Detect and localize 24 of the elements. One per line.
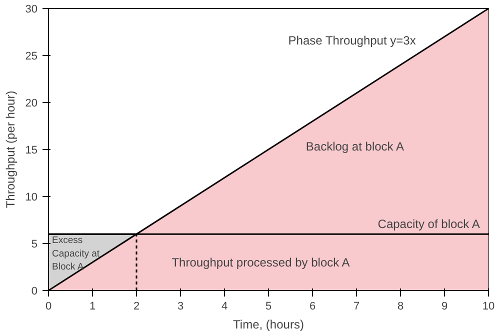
y-tick-label: 20 xyxy=(25,98,38,110)
x-axis-title: Time, (hours) xyxy=(233,318,304,332)
y-tick-label: 5 xyxy=(31,238,38,250)
annotation: Throughput processed by block A xyxy=(172,255,350,270)
y-tick-label: 0 xyxy=(31,286,38,298)
annotation: Phase Throughput y=3x xyxy=(288,33,416,48)
x-tick-label: 9 xyxy=(441,300,448,312)
x-tick-label: 6 xyxy=(309,300,316,312)
x-tick-label: 2 xyxy=(133,300,140,312)
x-tick-label: 4 xyxy=(221,300,228,312)
y-tick-label: 25 xyxy=(25,50,38,62)
x-tick-label: 8 xyxy=(397,300,404,312)
x-tick-label: 10 xyxy=(482,300,495,312)
x-tick-label: 1 xyxy=(89,300,96,312)
y-tick-label: 30 xyxy=(25,4,38,16)
x-tick-label: 5 xyxy=(265,300,272,312)
annotation: Backlog at block A xyxy=(306,140,404,154)
series-label: Capacity of block A xyxy=(378,217,480,232)
y-axis-title: Throughput (per hour) xyxy=(3,90,18,208)
x-tick-label: 3 xyxy=(177,300,184,312)
y-tick-label: 10 xyxy=(25,192,38,204)
x-tick-label: 0 xyxy=(45,300,52,312)
y-tick-label: 15 xyxy=(25,144,38,156)
x-tick-label: 7 xyxy=(353,300,360,312)
